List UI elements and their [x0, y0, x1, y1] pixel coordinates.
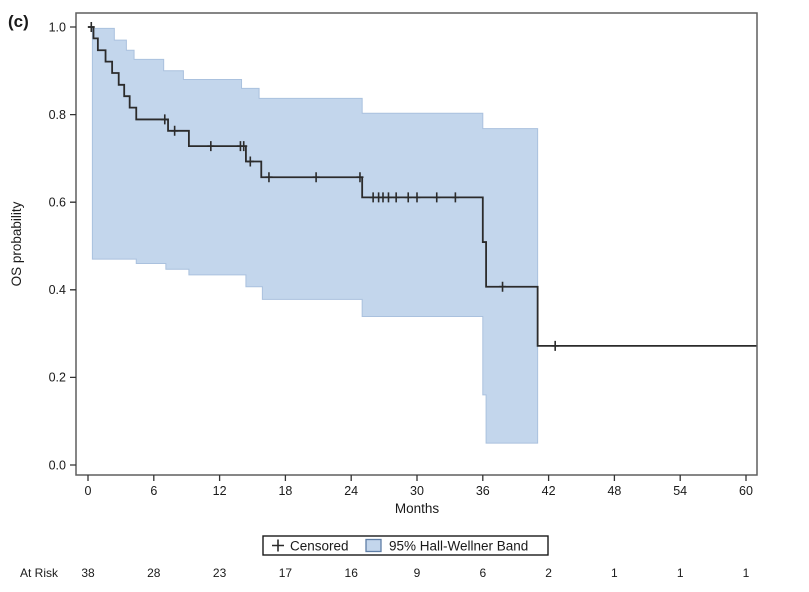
y-tick-label: 0.6 — [49, 196, 66, 210]
x-tick-label: 6 — [150, 484, 157, 498]
x-tick-label: 24 — [344, 484, 358, 498]
panel-label: (c) — [8, 12, 29, 31]
at-risk-count: 2 — [545, 566, 552, 580]
censor-marks-layer — [87, 22, 559, 351]
y-tick-label: 0.0 — [49, 458, 66, 472]
axis-ticks-layer: 0.0 0.2 0.4 0.6 0.8 1.0 0 6 12 18 24 30 36 42 48 54 60 — [49, 20, 753, 498]
x-tick-label: 18 — [278, 484, 292, 498]
at-risk-count: 1 — [677, 566, 684, 580]
confidence-band — [91, 27, 539, 444]
at-risk-counts-layer: 38 28 23 17 16 9 6 2 1 1 1 — [81, 566, 749, 580]
survival-curve-layer — [88, 26, 757, 347]
x-tick-label: 30 — [410, 484, 424, 498]
x-tick-label: 60 — [739, 484, 753, 498]
legend-band-label: 95% Hall-Wellner Band — [389, 539, 528, 554]
y-axis-title: OS probability — [9, 201, 24, 286]
y-tick-label: 0.2 — [49, 371, 66, 385]
x-tick-label: 36 — [476, 484, 490, 498]
at-risk-count: 17 — [279, 566, 293, 580]
x-axis-title: Months — [395, 501, 440, 516]
legend-box — [262, 535, 549, 556]
x-tick-label: 0 — [85, 484, 92, 498]
at-risk-count: 38 — [81, 566, 95, 580]
at-risk-count: 28 — [147, 566, 161, 580]
x-tick-label: 42 — [542, 484, 556, 498]
censored-plus-icon — [272, 539, 284, 552]
y-tick-label: 0.4 — [49, 283, 66, 297]
y-tick-label: 0.8 — [49, 108, 66, 122]
confidence-band-layer — [91, 27, 539, 444]
x-tick-label: 54 — [673, 484, 687, 498]
band-swatch-icon — [365, 538, 382, 553]
at-risk-count: 23 — [213, 566, 227, 580]
legend: Censored 95% Hall-Wellner Band — [262, 535, 549, 556]
censor-marks — [87, 22, 559, 351]
x-tick-label: 12 — [213, 484, 227, 498]
at-risk-count: 6 — [479, 566, 486, 580]
at-risk-count: 9 — [414, 566, 421, 580]
y-tick-label: 1.0 — [49, 20, 66, 34]
x-tick-label: 48 — [607, 484, 621, 498]
at-risk-count: 1 — [611, 566, 618, 580]
survival-curve — [88, 26, 757, 347]
axis-tick-marks — [70, 26, 747, 481]
at-risk-count: 16 — [345, 566, 359, 580]
at-risk-label: At Risk — [20, 566, 59, 580]
legend-censored-label: Censored — [290, 539, 349, 554]
at-risk-count: 1 — [743, 566, 750, 580]
